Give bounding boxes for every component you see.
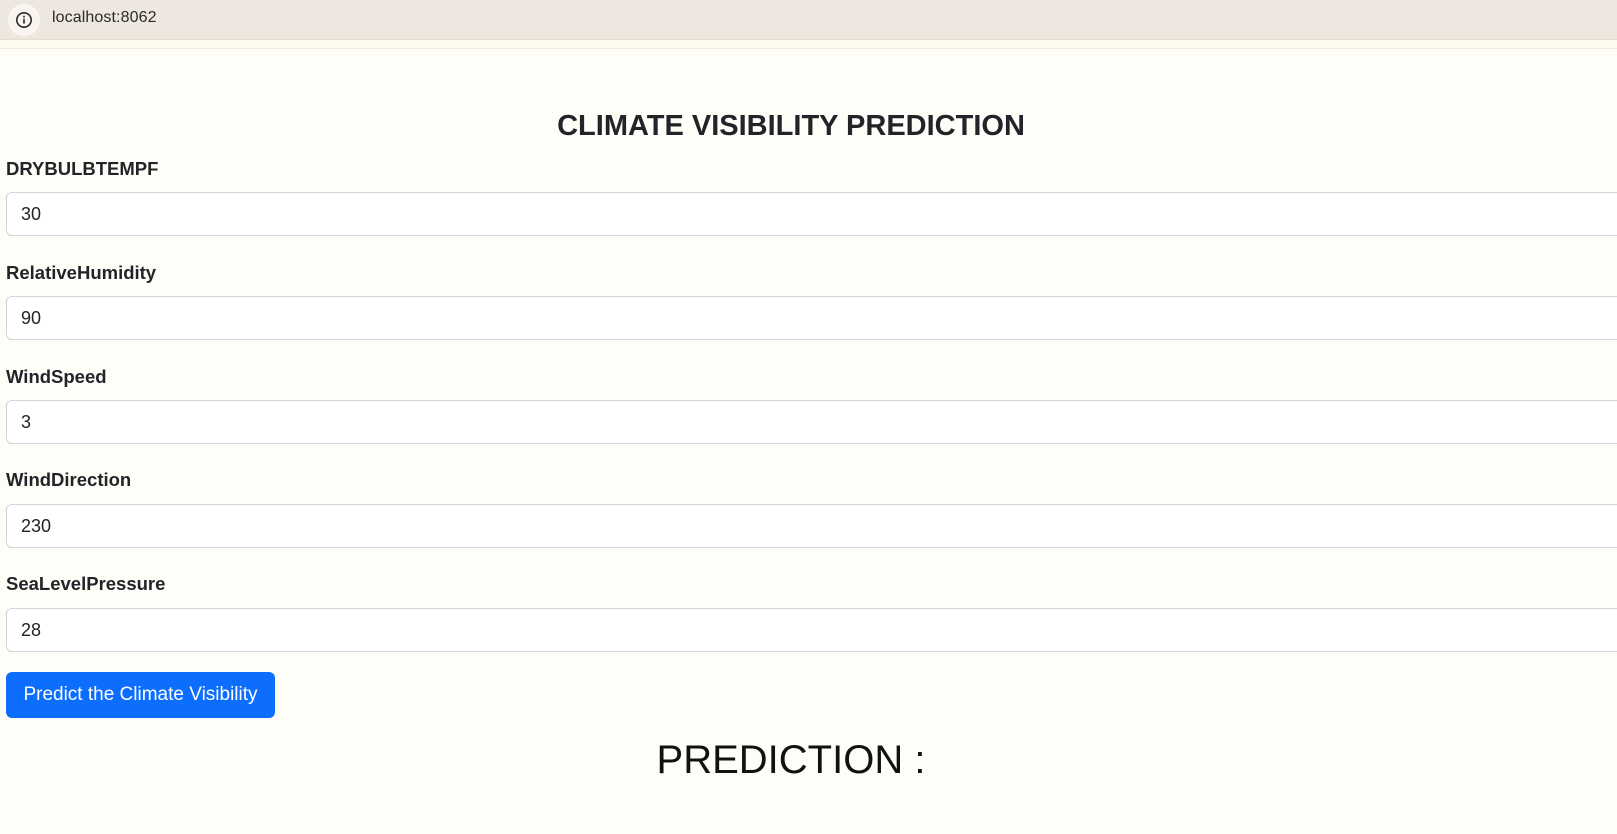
wind-speed-input[interactable] — [6, 400, 1617, 444]
info-circle-icon[interactable] — [8, 4, 40, 36]
page-title: CLIMATE VISIBILITY PREDICTION — [557, 110, 1025, 142]
url-text[interactable]: localhost:8062 — [52, 9, 157, 26]
wind-direction-input[interactable] — [6, 504, 1617, 548]
predict-button[interactable]: Predict the Climate Visibility — [6, 672, 275, 718]
relative-humidity-label: RelativeHumidity — [6, 262, 157, 283]
wind-direction-label: WindDirection — [6, 469, 132, 490]
wind-speed-label: WindSpeed — [6, 366, 107, 387]
prediction-heading: PREDICTION : — [656, 738, 926, 782]
sea-level-pressure-input[interactable] — [6, 608, 1617, 652]
drybulbtempf-label: DRYBULBTEMPF — [6, 158, 159, 179]
drybulbtempf-input[interactable] — [6, 192, 1617, 236]
relative-humidity-input[interactable] — [6, 296, 1617, 340]
sea-level-pressure-label: SeaLevelPressure — [6, 573, 166, 594]
browser-address-bar[interactable]: localhost:8062 — [0, 0, 1617, 40]
page-top-strip — [0, 40, 1617, 49]
